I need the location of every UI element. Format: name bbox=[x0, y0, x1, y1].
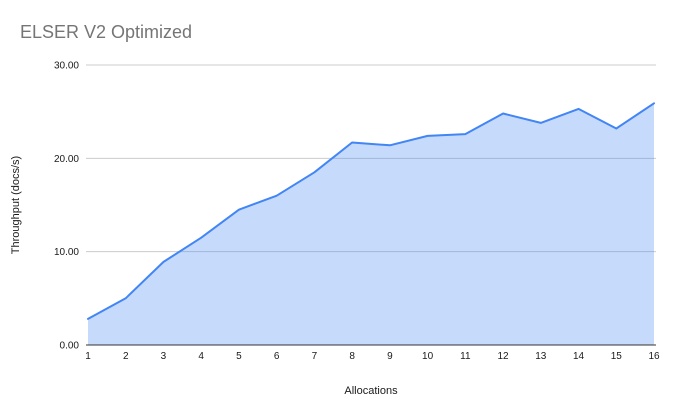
area-fill bbox=[88, 103, 654, 345]
x-tick-label: 8 bbox=[349, 351, 355, 362]
y-tick-label: 10.00 bbox=[54, 247, 79, 258]
x-tick-label: 11 bbox=[460, 351, 471, 362]
x-tick-label: 13 bbox=[535, 351, 547, 362]
x-tick-label: 10 bbox=[422, 351, 434, 362]
x-tick-label: 14 bbox=[573, 351, 585, 362]
chart-title: ELSER V2 Optimized bbox=[20, 22, 193, 42]
series-line bbox=[87, 102, 655, 320]
y-tick-label: 20.00 bbox=[54, 154, 79, 165]
x-tick-label: 16 bbox=[648, 351, 660, 362]
x-tick-label: 5 bbox=[236, 351, 242, 362]
x-tick-label: 3 bbox=[161, 351, 167, 362]
x-tick-label: 2 bbox=[123, 351, 129, 362]
x-tick-label: 9 bbox=[387, 351, 393, 362]
x-tick-label: 15 bbox=[611, 351, 623, 362]
y-tick-label: 30.00 bbox=[54, 61, 79, 72]
x-tick-label: 4 bbox=[198, 351, 204, 362]
x-tick-label: 6 bbox=[274, 351, 280, 362]
x-tick-label: 12 bbox=[498, 351, 510, 362]
x-axis-title: Allocations bbox=[344, 385, 398, 397]
y-tick-label: 0.00 bbox=[60, 341, 80, 352]
y-axis-title-text: Throughput (docs/s) bbox=[10, 155, 22, 255]
x-tick-label: 7 bbox=[312, 351, 318, 362]
x-tick-label: 1 bbox=[85, 351, 91, 362]
